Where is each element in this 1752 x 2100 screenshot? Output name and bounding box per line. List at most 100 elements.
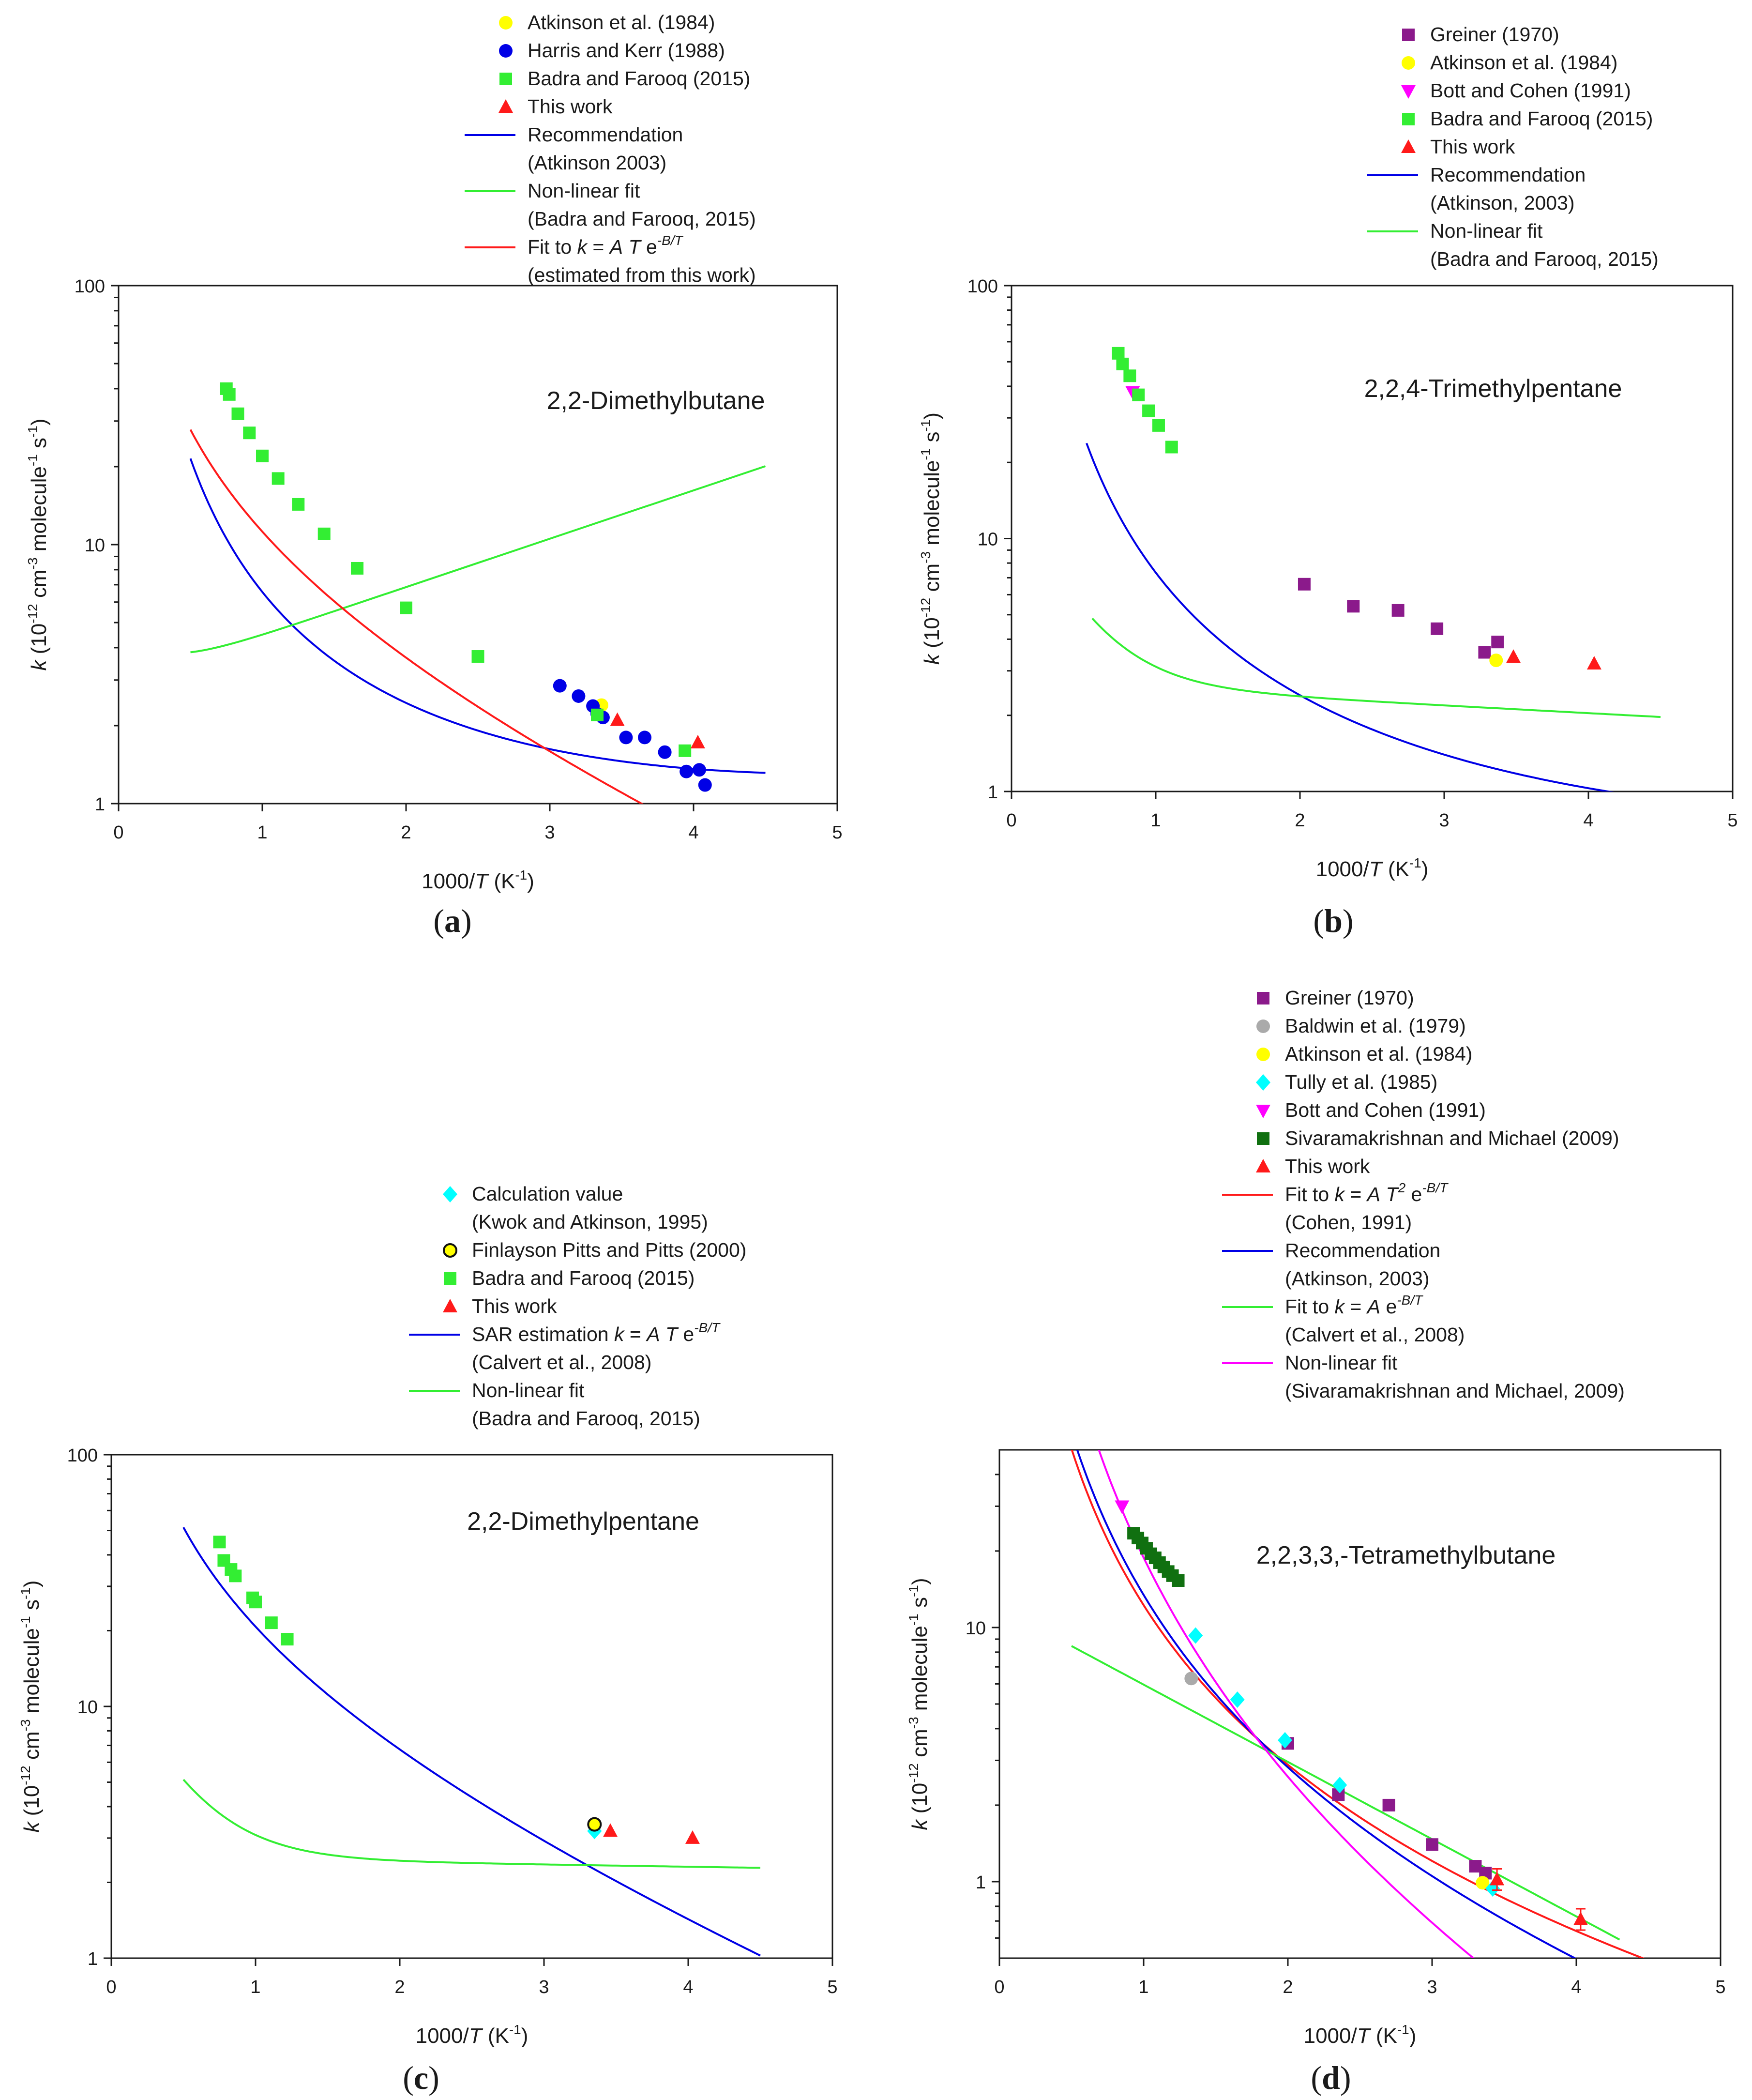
data-point-square bbox=[400, 601, 412, 614]
legend-label: Non-linear fit bbox=[1430, 220, 1543, 242]
panel-label: (d) bbox=[1311, 2059, 1351, 2096]
data-point-square bbox=[1116, 357, 1129, 370]
x-tick-label: 5 bbox=[827, 1977, 837, 1997]
legend-marker-diamond bbox=[443, 1186, 457, 1202]
panel-label: (a) bbox=[433, 902, 471, 939]
legend-label: This work bbox=[528, 95, 613, 118]
data-point-triangle-down bbox=[1115, 1500, 1130, 1514]
legend-marker-triangle-down bbox=[1401, 85, 1416, 99]
data-point-triangle bbox=[1506, 649, 1521, 663]
data-point-square bbox=[1478, 646, 1491, 659]
legend-label: Finlayson Pitts and Pitts (2000) bbox=[472, 1239, 746, 1261]
chart-title: 2,2,3,3,-Tetramethylbutane bbox=[1256, 1541, 1556, 1569]
legend-label: Bott and Cohen (1991) bbox=[1285, 1099, 1486, 1121]
legend-label-cont: (Kwok and Atkinson, 1995) bbox=[472, 1211, 708, 1233]
y-tick-label: 100 bbox=[75, 276, 105, 297]
legend-marker-triangle bbox=[1256, 1159, 1270, 1172]
y-tick-label: 10 bbox=[978, 530, 998, 550]
legend-label: Non-linear fit bbox=[1285, 1352, 1398, 1374]
data-point-circle bbox=[1489, 654, 1503, 668]
legend-marker-circle bbox=[1256, 1020, 1270, 1033]
data-point-square bbox=[1132, 388, 1145, 401]
fit-line-green bbox=[1071, 1645, 1620, 1941]
data-point-diamond bbox=[1230, 1691, 1245, 1708]
data-point-circle-outlined bbox=[587, 1817, 602, 1832]
data-point-square bbox=[1426, 1838, 1438, 1851]
data-point-triangle bbox=[610, 712, 625, 726]
data-point-square bbox=[317, 527, 331, 540]
legend-label: Atkinson et al. (1984) bbox=[1430, 51, 1617, 74]
fit-lines bbox=[1071, 1450, 1646, 1958]
legend-label-cont: (Atkinson, 2003) bbox=[1285, 1267, 1430, 1290]
x-tick-label: 1 bbox=[1150, 810, 1161, 831]
chart-title: 2,2-Dimethylpentane bbox=[467, 1507, 699, 1536]
legend-label: Greiner (1970) bbox=[1285, 987, 1414, 1009]
legend-marker-triangle bbox=[498, 99, 513, 113]
data-point-square bbox=[229, 1569, 242, 1583]
data-point-circle bbox=[638, 730, 652, 745]
fit-lines bbox=[189, 429, 766, 804]
fit-lines bbox=[1086, 442, 1661, 791]
x-tick-label: 4 bbox=[1583, 810, 1593, 831]
data-point-square bbox=[256, 449, 269, 462]
legend-label: Fit to k = A T2 e-B/T bbox=[1285, 1180, 1449, 1205]
x-tick-label: 1 bbox=[257, 822, 267, 843]
legend-label: Bott and Cohen (1991) bbox=[1430, 79, 1631, 102]
data-point-square bbox=[243, 426, 256, 440]
data-point-circle bbox=[1476, 1876, 1490, 1890]
legend-label: Non-linear fit bbox=[528, 180, 640, 202]
scatter-series bbox=[587, 1817, 602, 1832]
x-tick-label: 2 bbox=[401, 822, 411, 843]
data-point-square bbox=[351, 562, 364, 575]
data-point-circle bbox=[553, 679, 567, 693]
legend-label: Calculation value bbox=[472, 1183, 623, 1205]
scatter-series bbox=[1298, 578, 1504, 659]
x-tick-label: 2 bbox=[1283, 1977, 1293, 1997]
y-tick-label: 100 bbox=[967, 276, 998, 297]
x-tick-label: 3 bbox=[1439, 810, 1449, 831]
legend-label: This work bbox=[1430, 136, 1515, 158]
data-point-square bbox=[231, 407, 244, 420]
legend: Greiner (1970) Atkinson et al. (1984) Bott… bbox=[1367, 23, 1659, 270]
fit-line-green bbox=[190, 465, 766, 654]
scatter-series bbox=[603, 1823, 700, 1844]
data-point-square bbox=[223, 388, 236, 401]
data-point-square bbox=[281, 1633, 294, 1646]
data-point-square bbox=[1152, 419, 1165, 432]
data-point-circle bbox=[619, 730, 633, 745]
x-tick-label: 3 bbox=[544, 822, 555, 843]
x-axis-label: 1000/T (K-1) bbox=[1316, 855, 1429, 881]
scatter-series bbox=[220, 382, 692, 757]
data-point-square bbox=[1298, 578, 1311, 591]
legend-label-cont: (estimated from this work) bbox=[528, 264, 756, 286]
x-tick-label: 5 bbox=[832, 822, 842, 843]
x-tick-label: 0 bbox=[1006, 810, 1016, 831]
y-tick-label: 1 bbox=[88, 1949, 98, 1969]
legend-marker-square bbox=[499, 73, 512, 85]
data-point-triangle bbox=[685, 1830, 700, 1844]
x-tick-label: 4 bbox=[1571, 1977, 1581, 1997]
data-point-square bbox=[679, 744, 692, 757]
legend-marker-circle-outlined bbox=[443, 1243, 457, 1258]
data-point-circle bbox=[680, 764, 694, 778]
y-axis-label: k (10-12 cm-3 molecule-1 s-1) bbox=[25, 418, 51, 670]
data-point-square bbox=[471, 650, 484, 663]
data-point-circle bbox=[1184, 1672, 1198, 1686]
x-tick-label: 2 bbox=[1295, 810, 1305, 831]
data-point-square bbox=[1382, 1798, 1395, 1811]
panel-label: (b) bbox=[1313, 902, 1353, 939]
scatter-series bbox=[1115, 1500, 1130, 1514]
legend-label: This work bbox=[1285, 1155, 1370, 1177]
y-tick-label: 1 bbox=[988, 782, 998, 803]
data-point-square bbox=[292, 498, 305, 511]
legend: Greiner (1970) Baldwin et al. (1979) Atkin… bbox=[1222, 987, 1625, 1402]
x-axis-label: 1000/T (K-1) bbox=[422, 867, 534, 893]
x-tick-label: 5 bbox=[1727, 810, 1737, 831]
x-tick-label: 1 bbox=[1138, 1977, 1148, 1997]
data-point-circle bbox=[698, 778, 712, 792]
data-point-diamond bbox=[1332, 1777, 1347, 1794]
chart-panel-d: 0 1 2 3 4 5 1 10 2,2,3,3,-Tetramethylbutane 1000/… bbox=[906, 987, 1726, 2096]
y-tick-label: 10 bbox=[85, 535, 105, 556]
